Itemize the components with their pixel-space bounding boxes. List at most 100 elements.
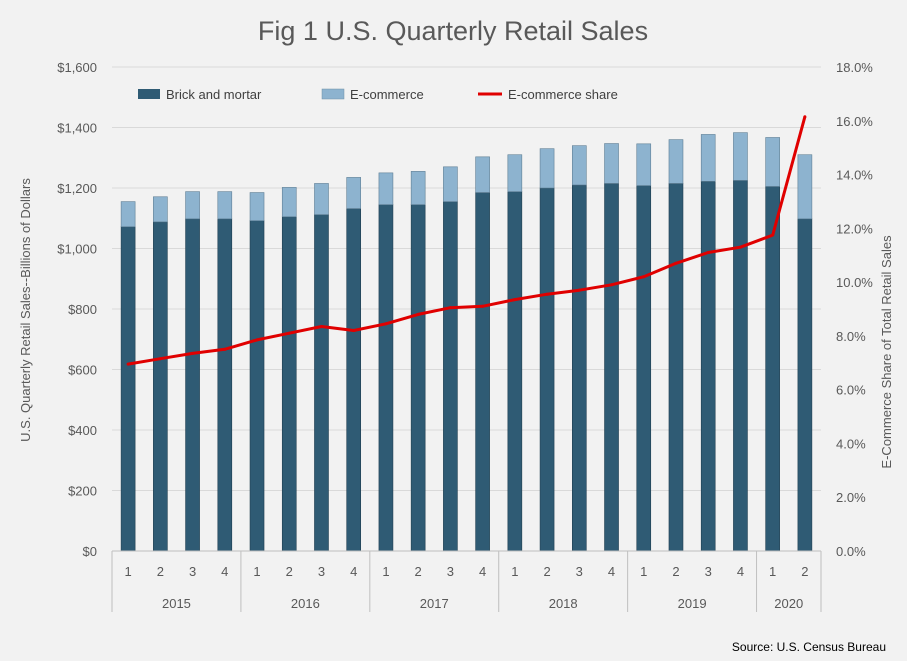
e-commerce-share-point bbox=[255, 338, 259, 342]
x-quarter-label: 2 bbox=[543, 564, 550, 579]
x-axis: 1 2 3 4 1 2 3 4 1 2 3 4 1 2 3 4 1 2 3 4 1 2 2015 2016 2017 2018 20… bbox=[111, 550, 822, 612]
bar-e-commerce bbox=[153, 196, 168, 223]
source-note: Source: U.S. Census Bureau bbox=[732, 640, 886, 654]
bar-e-commerce bbox=[765, 137, 780, 187]
x-quarter-label: 3 bbox=[318, 564, 325, 579]
e-commerce-share-point bbox=[126, 362, 130, 366]
e-commerce-share-point bbox=[545, 292, 549, 296]
x-quarter-label: 1 bbox=[640, 564, 647, 579]
share-line-group bbox=[126, 115, 807, 366]
e-commerce-share-point bbox=[513, 298, 517, 302]
bar-e-commerce bbox=[443, 166, 458, 202]
y2-tick-label: 4.0% bbox=[836, 436, 866, 451]
bar-brick-and-mortar bbox=[797, 218, 813, 552]
right-axis-title: E-Commerce Share of Total Retail Sales bbox=[879, 235, 894, 469]
e-commerce-share-point bbox=[642, 275, 646, 279]
bar-e-commerce bbox=[249, 192, 265, 221]
x-quarter-label: 3 bbox=[705, 564, 712, 579]
e-commerce-share-line bbox=[127, 116, 807, 366]
bar-e-commerce bbox=[475, 156, 490, 193]
bar-e-commerce bbox=[314, 183, 329, 215]
e-commerce-share-point bbox=[706, 251, 710, 255]
y-tick-label: $1,000 bbox=[57, 242, 97, 257]
bar-e-commerce bbox=[604, 143, 619, 184]
y-tick-label: $0 bbox=[83, 544, 97, 559]
e-commerce-share-point bbox=[481, 304, 485, 308]
left-axis-ticks: $0 $200 $400 $600 $800 $1,000 $1,200 $1,400 $1,6… bbox=[57, 60, 97, 559]
y2-tick-label: 6.0% bbox=[836, 383, 866, 398]
y2-tick-label: 14.0% bbox=[836, 168, 873, 183]
y2-tick-label: 18.0% bbox=[836, 60, 873, 75]
x-quarter-label: 3 bbox=[576, 564, 583, 579]
bar-e-commerce bbox=[571, 145, 587, 186]
x-quarter-label: 1 bbox=[253, 564, 260, 579]
x-quarter-label: 4 bbox=[221, 564, 228, 579]
bar-brick-and-mortar bbox=[475, 192, 490, 552]
chart-title: Fig 1 U.S. Quarterly Retail Sales bbox=[258, 16, 648, 46]
bars bbox=[120, 132, 813, 552]
legend-swatch-brick-and-mortar bbox=[138, 89, 160, 99]
bar-brick-and-mortar bbox=[217, 218, 233, 552]
x-quarter-label: 1 bbox=[382, 564, 389, 579]
x-year-label: 2016 bbox=[291, 596, 320, 611]
legend-label-e-commerce-share: E-commerce share bbox=[508, 87, 618, 102]
y2-tick-label: 8.0% bbox=[836, 329, 866, 344]
bar-e-commerce bbox=[185, 191, 200, 220]
bar-brick-and-mortar bbox=[733, 180, 748, 552]
e-commerce-share-point bbox=[223, 347, 227, 351]
left-axis-title: U.S. Quarterly Retail Sales--Billions of… bbox=[18, 178, 33, 442]
bar-e-commerce bbox=[797, 154, 813, 220]
bar-brick-and-mortar bbox=[410, 204, 426, 552]
e-commerce-share-point bbox=[577, 288, 581, 292]
bar-brick-and-mortar bbox=[668, 183, 684, 552]
y-tick-label: $1,400 bbox=[57, 121, 97, 136]
y2-tick-label: 2.0% bbox=[836, 490, 866, 505]
bar-brick-and-mortar bbox=[314, 214, 329, 552]
bar-e-commerce bbox=[668, 139, 684, 184]
bar-e-commerce bbox=[217, 191, 233, 220]
x-quarter-label: 4 bbox=[608, 564, 615, 579]
bar-brick-and-mortar bbox=[153, 221, 168, 552]
e-commerce-share-point bbox=[158, 357, 162, 361]
bar-brick-and-mortar bbox=[571, 184, 587, 552]
bar-e-commerce bbox=[507, 154, 523, 192]
x-quarter-label: 2 bbox=[801, 564, 808, 579]
bar-e-commerce bbox=[410, 171, 426, 205]
y2-tick-label: 0.0% bbox=[836, 544, 866, 559]
bar-brick-and-mortar bbox=[443, 201, 458, 552]
bar-e-commerce bbox=[539, 148, 555, 189]
bar-brick-and-mortar bbox=[249, 220, 265, 552]
y2-tick-label: 10.0% bbox=[836, 275, 873, 290]
legend-label-e-commerce: E-commerce bbox=[350, 87, 424, 102]
x-year-label: 2015 bbox=[162, 596, 191, 611]
bar-brick-and-mortar bbox=[346, 208, 362, 552]
e-commerce-share-point bbox=[319, 324, 323, 328]
x-quarter-label: 4 bbox=[737, 564, 744, 579]
bar-brick-and-mortar bbox=[539, 187, 555, 552]
e-commerce-share-point bbox=[416, 312, 420, 316]
x-quarter-label: 2 bbox=[286, 564, 293, 579]
bar-e-commerce bbox=[346, 177, 362, 209]
x-quarter-label: 4 bbox=[350, 564, 357, 579]
e-commerce-share-point bbox=[674, 261, 678, 265]
e-commerce-share-point bbox=[384, 322, 388, 326]
bar-brick-and-mortar bbox=[185, 218, 200, 552]
bar-brick-and-mortar bbox=[636, 185, 652, 552]
y-tick-label: $400 bbox=[68, 423, 97, 438]
y-tick-label: $600 bbox=[68, 363, 97, 378]
x-year-label: 2017 bbox=[420, 596, 449, 611]
legend-swatch-e-commerce bbox=[321, 88, 345, 100]
legend-label-brick-and-mortar: Brick and mortar bbox=[166, 87, 262, 102]
bar-brick-and-mortar bbox=[765, 186, 780, 552]
bar-e-commerce bbox=[281, 187, 297, 218]
bar-e-commerce bbox=[700, 134, 716, 182]
y-tick-label: $800 bbox=[68, 302, 97, 317]
legend: Brick and mortar E-commerce E-commerce s… bbox=[138, 87, 618, 102]
x-quarter-label: 2 bbox=[157, 564, 164, 579]
e-commerce-share-point bbox=[352, 329, 356, 333]
e-commerce-share-point bbox=[191, 351, 195, 355]
bar-e-commerce bbox=[733, 132, 748, 181]
x-year-label: 2020 bbox=[774, 596, 803, 611]
x-quarter-label: 4 bbox=[479, 564, 486, 579]
e-commerce-share-point bbox=[287, 331, 291, 335]
